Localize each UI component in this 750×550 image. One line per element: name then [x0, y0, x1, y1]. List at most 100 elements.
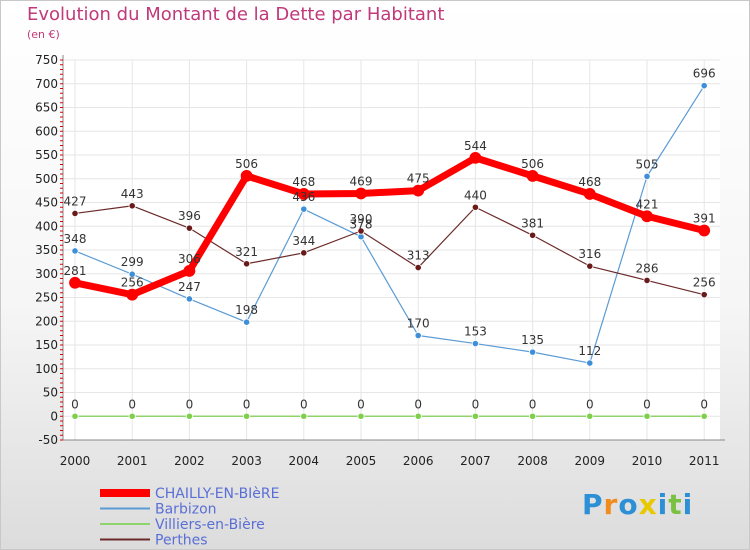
x-tick-label: 2000 — [60, 454, 91, 468]
data-label-villiers-en-bie-re: 0 — [300, 397, 308, 411]
y-tick-label: 700 — [35, 77, 58, 91]
data-point-barbizon — [471, 339, 479, 348]
data-label-barbizon: 153 — [464, 325, 487, 339]
data-point-perthes — [700, 291, 708, 299]
data-label-chailly-en-bie-re: 506 — [235, 157, 258, 171]
data-point-chailly-en-bie-re — [583, 188, 596, 200]
logo-letter: r — [603, 488, 619, 521]
data-label-perthes: 321 — [235, 245, 258, 259]
data-point-barbizon — [586, 359, 594, 367]
data-label-perthes: 344 — [292, 234, 315, 248]
data-point-chailly-en-bie-re — [355, 187, 367, 200]
data-point-perthes — [185, 224, 193, 232]
data-point-chailly-en-bie-re — [126, 288, 139, 301]
x-tick-label: 2007 — [460, 454, 491, 468]
data-point-villiers-en-bie-re — [243, 412, 251, 420]
data-point-barbizon — [71, 247, 79, 255]
data-label-chailly-en-bie-re: 469 — [350, 174, 373, 188]
data-label-villiers-en-bie-re: 0 — [357, 397, 365, 411]
logo-letter: x — [638, 488, 658, 521]
data-label-barbizon: 378 — [350, 218, 373, 232]
data-point-villiers-en-bie-re — [128, 412, 136, 420]
data-point-barbizon — [528, 348, 537, 356]
data-label-perthes: 313 — [407, 249, 430, 263]
y-tick-label: 500 — [35, 172, 58, 186]
y-tick-label: 550 — [35, 148, 58, 162]
data-point-chailly-en-bie-re — [698, 224, 711, 237]
data-point-perthes — [414, 263, 422, 272]
series-line-perthes — [74, 205, 705, 296]
data-point-perthes — [128, 202, 136, 210]
data-point-barbizon — [300, 205, 308, 213]
logo-letter: o — [618, 488, 639, 521]
data-label-barbizon: 696 — [693, 67, 716, 81]
logo-letter: i — [657, 488, 669, 521]
y-tick-label: 50 — [43, 386, 58, 400]
y-tick-label: 300 — [35, 267, 58, 281]
data-label-villiers-en-bie-re: 0 — [472, 397, 480, 411]
y-tick-label: 150 — [35, 338, 58, 352]
data-label-barbizon: 505 — [636, 157, 659, 171]
data-point-villiers-en-bie-re — [471, 412, 479, 420]
x-tick-label: 2008 — [517, 454, 548, 468]
data-label-villiers-en-bie-re: 0 — [186, 397, 194, 411]
data-point-chailly-en-bie-re — [240, 169, 253, 182]
data-point-chailly-en-bie-re — [526, 169, 539, 182]
data-label-barbizon: 170 — [407, 317, 430, 331]
data-point-villiers-en-bie-re — [71, 412, 79, 420]
data-label-perthes: 390 — [350, 212, 373, 226]
x-tick-label: 2011 — [689, 454, 720, 468]
data-point-perthes — [643, 276, 651, 284]
series-line-barbizon — [74, 85, 705, 364]
data-point-chailly-en-bie-re — [183, 264, 196, 277]
data-point-barbizon — [700, 82, 708, 90]
data-label-barbizon: 112 — [578, 344, 601, 358]
data-point-villiers-en-bie-re — [528, 412, 537, 420]
data-label-barbizon: 247 — [178, 280, 201, 294]
legend-label-perthes: Perthes — [155, 533, 208, 549]
data-label-perthes: 316 — [578, 247, 601, 261]
data-label-villiers-en-bie-re: 0 — [71, 397, 79, 411]
data-label-chailly-en-bie-re: 421 — [636, 197, 659, 211]
data-label-villiers-en-bie-re: 0 — [586, 397, 594, 411]
y-tick-label: 350 — [35, 243, 58, 257]
data-label-villiers-en-bie-re: 0 — [700, 397, 708, 411]
data-label-chailly-en-bie-re: 256 — [121, 276, 144, 290]
data-label-chailly-en-bie-re: 468 — [578, 175, 601, 189]
data-point-perthes — [586, 262, 594, 270]
proxiti-logo: Proxiti — [582, 488, 693, 521]
data-point-villiers-en-bie-re — [586, 412, 594, 420]
chart-unit: (en €) — [27, 28, 60, 41]
y-tick-label: 100 — [35, 362, 58, 376]
data-point-perthes — [357, 227, 365, 235]
data-point-perthes — [71, 209, 79, 218]
series-line-chailly-en-bie-re — [74, 154, 706, 299]
x-tick-label: 2001 — [117, 454, 148, 468]
data-point-barbizon — [643, 172, 651, 180]
data-point-barbizon — [185, 295, 193, 303]
data-label-chailly-en-bie-re: 468 — [292, 175, 315, 189]
data-label-villiers-en-bie-re: 0 — [529, 397, 537, 411]
data-label-villiers-en-bie-re: 0 — [128, 397, 136, 411]
y-tick-label: -50 — [38, 433, 58, 447]
y-tick-label: 750 — [35, 53, 58, 67]
data-label-barbizon: 348 — [64, 232, 87, 246]
data-point-chailly-en-bie-re — [469, 151, 482, 164]
data-label-chailly-en-bie-re: 391 — [693, 212, 716, 226]
x-tick-label: 2005 — [346, 454, 377, 468]
data-label-barbizon: 135 — [521, 333, 544, 347]
data-label-perthes: 256 — [693, 276, 716, 290]
legend-label-chailly-en-bie-re: CHAILLY-EN-BIèRE — [155, 486, 279, 502]
logo-letter: i — [682, 488, 694, 521]
data-label-chailly-en-bie-re: 281 — [64, 264, 87, 278]
x-tick-label: 2009 — [575, 454, 606, 468]
data-point-villiers-en-bie-re — [300, 412, 308, 420]
data-point-villiers-en-bie-re — [700, 412, 708, 420]
data-point-perthes — [528, 231, 537, 239]
data-point-perthes — [243, 260, 251, 268]
data-label-barbizon: 436 — [292, 190, 315, 204]
logo-letter: P — [582, 488, 604, 521]
data-point-villiers-en-bie-re — [185, 412, 193, 420]
y-tick-label: 650 — [35, 101, 58, 115]
